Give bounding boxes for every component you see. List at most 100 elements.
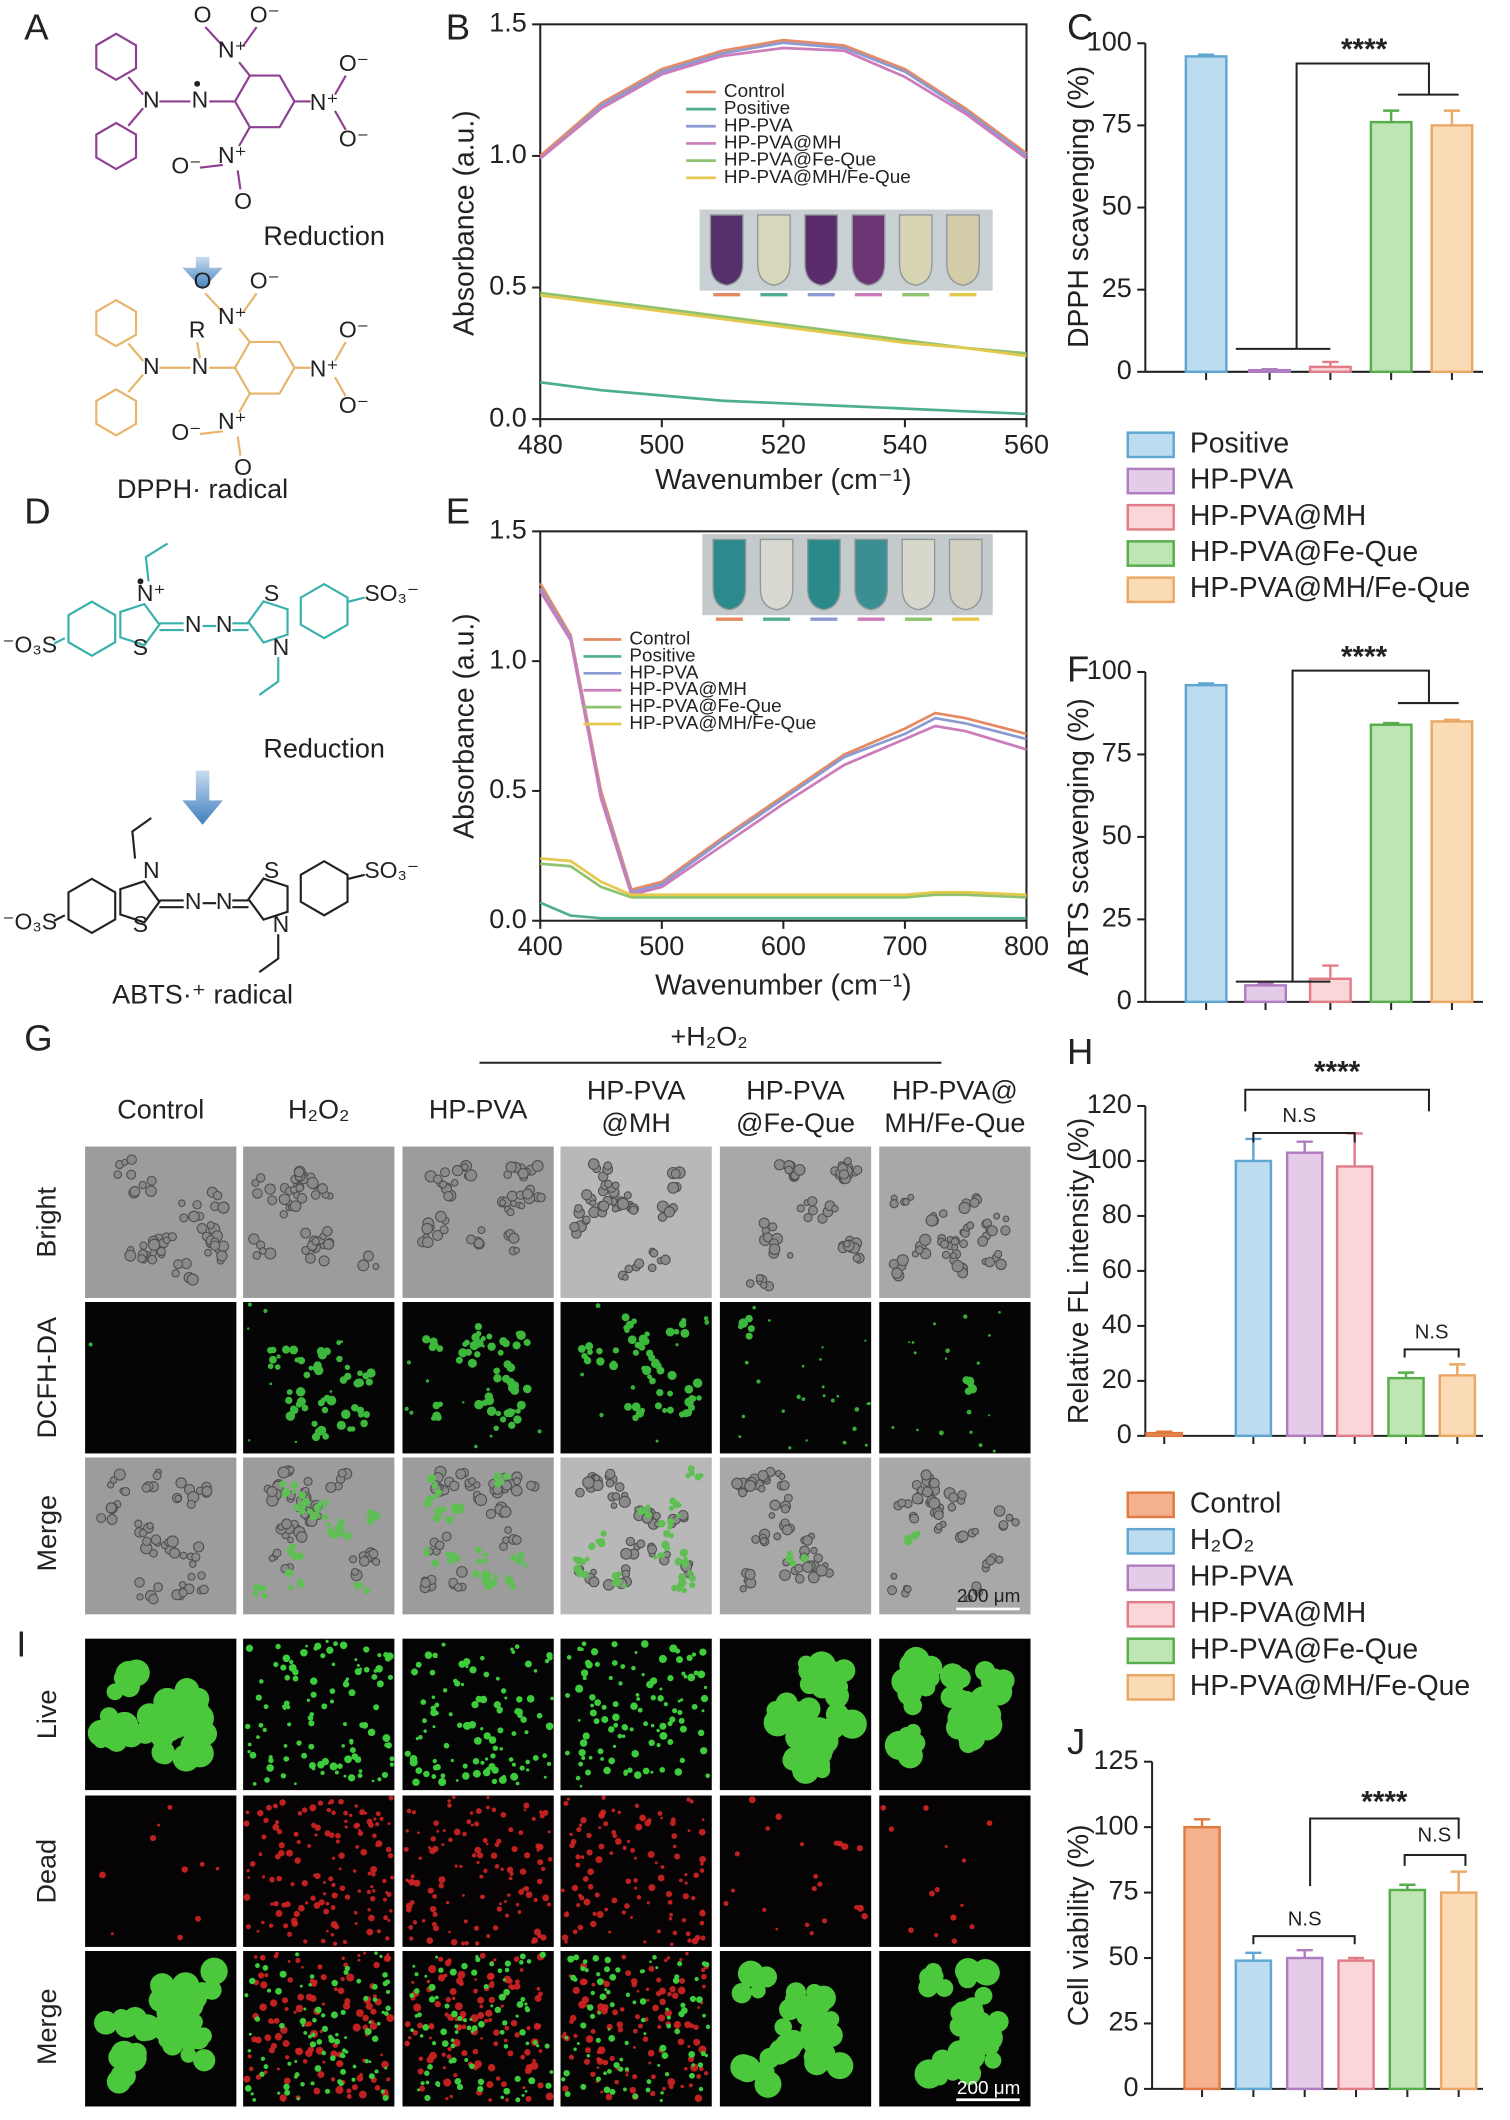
cell	[646, 1901, 650, 1905]
cell	[633, 1878, 638, 1883]
cell	[357, 1953, 361, 1958]
column-header: HP-PVA	[587, 1076, 686, 1106]
cell	[282, 2039, 290, 2047]
cell	[310, 1691, 317, 1698]
cell	[169, 1721, 187, 1739]
bar	[1234, 1959, 1273, 2091]
cell	[371, 2035, 379, 2042]
cell	[657, 1212, 668, 1222]
cell	[508, 1577, 515, 1584]
cell	[985, 1555, 996, 1566]
cell	[451, 1996, 456, 2001]
cell	[446, 1901, 450, 1905]
cell	[379, 1954, 383, 1959]
cell	[495, 1676, 500, 1681]
cell	[469, 1811, 474, 1815]
cell	[273, 1900, 279, 1907]
cell	[419, 2034, 424, 2038]
bond	[348, 873, 365, 880]
x-tick-label: 540	[882, 429, 927, 459]
cell	[679, 1725, 687, 1733]
cell	[658, 1654, 667, 1664]
cell	[636, 1539, 646, 1549]
cell	[444, 1959, 452, 1967]
cell	[493, 1701, 501, 1709]
cell	[284, 2006, 289, 2012]
cell	[621, 1734, 626, 1739]
cell	[500, 1812, 507, 1818]
cell	[667, 1524, 673, 1530]
cell	[179, 1551, 188, 1560]
cell	[607, 2028, 611, 2031]
panel-letter: I	[16, 1623, 26, 1664]
cell	[381, 2010, 385, 2015]
cell	[432, 1893, 438, 1899]
cell	[605, 2093, 613, 2101]
cell	[817, 1213, 828, 1224]
cell	[648, 1965, 655, 1972]
cell	[611, 1205, 620, 1213]
cell	[423, 1770, 430, 1778]
tube	[948, 538, 983, 611]
cell	[366, 1928, 374, 1936]
cell	[501, 1774, 507, 1780]
cell	[734, 1851, 740, 1857]
cell	[506, 1190, 518, 1202]
cell	[666, 1956, 671, 1960]
cell	[462, 1772, 470, 1780]
cell	[463, 1339, 470, 1346]
cell	[274, 1853, 281, 1860]
cell	[121, 1486, 131, 1497]
cell	[797, 1655, 815, 1672]
atom-label: R	[189, 316, 206, 342]
atom-label: O	[194, 268, 212, 294]
scale-bar-label: 200 μm	[957, 2078, 1020, 2099]
cell	[842, 1440, 847, 1445]
cell	[664, 2009, 673, 2017]
cell	[662, 2086, 666, 2091]
cell	[357, 1370, 363, 1377]
cell	[436, 1829, 440, 1833]
cell	[431, 1559, 439, 1567]
cell	[445, 2097, 449, 2101]
atom-label: SO₃⁻	[364, 857, 419, 883]
cell	[566, 1797, 571, 1801]
cell	[117, 2015, 139, 2037]
cell	[524, 2049, 531, 2056]
cell	[678, 1717, 685, 1724]
cell	[507, 2050, 514, 2057]
cell	[367, 1907, 371, 1912]
cell	[428, 2036, 432, 2040]
cell	[477, 1852, 484, 1859]
radical-dot	[137, 578, 144, 585]
cell	[340, 2068, 347, 2075]
cell	[429, 2051, 437, 2060]
cell	[486, 2081, 494, 2089]
cell	[601, 1704, 607, 1710]
y-tick-label: 20	[1102, 1364, 1132, 1394]
cell	[310, 2081, 315, 2086]
cell	[563, 2069, 570, 2077]
cell	[178, 1581, 187, 1589]
cell	[433, 1925, 439, 1932]
cell	[585, 1769, 592, 1776]
cell	[517, 1557, 524, 1565]
cell	[595, 1856, 603, 1864]
cell	[667, 1390, 674, 1397]
cell	[414, 1972, 419, 1977]
cell	[577, 1924, 584, 1931]
y-tick-label: 100	[1087, 1144, 1132, 1174]
cell	[421, 1222, 434, 1235]
cell	[517, 1910, 522, 1914]
cell	[146, 1522, 154, 1530]
cell	[891, 1267, 903, 1279]
cell	[477, 2011, 485, 2019]
cell	[534, 1994, 542, 2002]
cell	[413, 1879, 421, 1887]
cell	[590, 1920, 597, 1928]
cell	[608, 1930, 612, 1934]
cell	[807, 1196, 818, 1207]
cell	[667, 1738, 674, 1745]
cell	[343, 1810, 349, 1816]
cell	[934, 1887, 940, 1893]
